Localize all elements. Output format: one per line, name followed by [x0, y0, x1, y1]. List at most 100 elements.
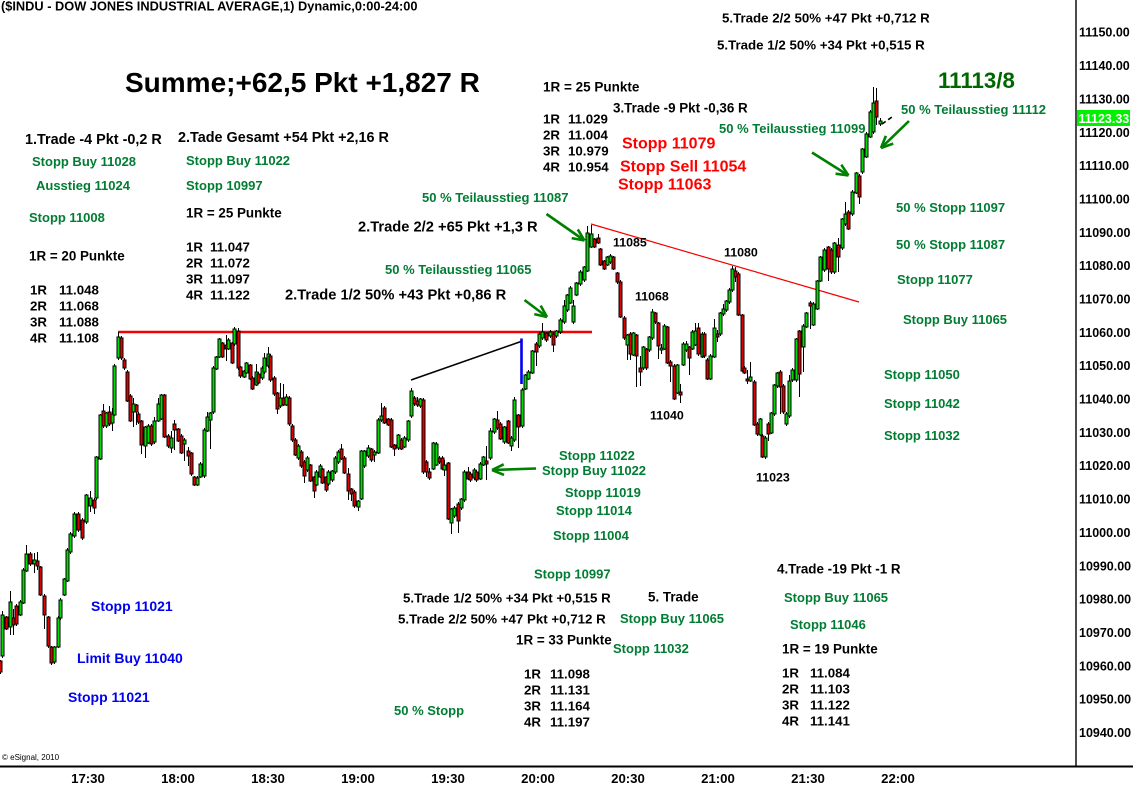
svg-text:11.068: 11.068 [59, 298, 99, 313]
svg-text:Stopp 10997: Stopp 10997 [534, 567, 611, 582]
svg-text:11020.00: 11020.00 [1079, 459, 1130, 473]
svg-text:4.Trade -19 Pkt -1 R: 4.Trade -19 Pkt -1 R [777, 562, 901, 577]
svg-text:11120.00: 11120.00 [1079, 126, 1130, 140]
svg-text:10980.00: 10980.00 [1079, 593, 1131, 607]
svg-text:50 % Teilausstieg 11099: 50 % Teilausstieg 11099 [719, 121, 865, 136]
svg-text:4R: 4R [543, 159, 560, 174]
svg-text:Stopp 11004: Stopp 11004 [553, 528, 630, 543]
svg-text:Stopp 10997: Stopp 10997 [186, 178, 263, 193]
svg-text:2R: 2R [543, 127, 560, 142]
svg-text:Limit Buy 11040: Limit Buy 11040 [77, 650, 183, 666]
svg-text:10.954: 10.954 [568, 159, 609, 174]
svg-text:11.141: 11.141 [810, 713, 851, 728]
svg-text:© eSignal, 2010: © eSignal, 2010 [2, 753, 60, 762]
svg-text:10990.00: 10990.00 [1079, 559, 1131, 573]
svg-text:1R = 25 Punkte: 1R = 25 Punkte [543, 80, 640, 95]
svg-text:1R: 1R [543, 111, 560, 126]
svg-text:11070.00: 11070.00 [1079, 293, 1130, 307]
svg-text:11.048: 11.048 [59, 282, 99, 297]
svg-text:22:00: 22:00 [881, 771, 915, 786]
svg-text:1R = 33 Punkte: 1R = 33 Punkte [516, 633, 612, 648]
svg-text:11.047: 11.047 [210, 239, 250, 254]
svg-text:18:00: 18:00 [161, 771, 195, 786]
svg-text:11113/8: 11113/8 [938, 68, 1015, 93]
svg-text:4R: 4R [30, 330, 47, 345]
svg-text:2.Tade Gesamt +54 Pkt +2,16 R: 2.Tade Gesamt +54 Pkt +2,16 R [178, 130, 390, 146]
svg-text:5.Trade 1/2 50% +34 Pkt +0,515: 5.Trade 1/2 50% +34 Pkt +0,515 R [403, 590, 611, 605]
svg-text:21:30: 21:30 [791, 771, 825, 786]
svg-text:1R: 1R [30, 282, 47, 297]
svg-text:11040.00: 11040.00 [1079, 393, 1130, 407]
svg-text:50 % Stopp 11097: 50 % Stopp 11097 [896, 200, 1005, 215]
svg-text:11.029: 11.029 [568, 111, 608, 126]
svg-text:2.Trade 2/2 +65 Pkt +1,3 R: 2.Trade 2/2 +65 Pkt +1,3 R [358, 220, 538, 236]
svg-text:Stopp 11019: Stopp 11019 [565, 485, 641, 500]
svg-text:2R: 2R [524, 682, 541, 697]
svg-text:11068: 11068 [635, 290, 669, 304]
svg-text:Stopp Buy 11028: Stopp Buy 11028 [32, 154, 136, 169]
svg-text:11.108: 11.108 [59, 330, 99, 345]
svg-text:11100.00: 11100.00 [1079, 192, 1130, 206]
svg-text:18:30: 18:30 [251, 771, 285, 786]
svg-text:Stopp 11079: Stopp 11079 [622, 136, 715, 153]
svg-text:50 % Stopp: 50 % Stopp [394, 703, 464, 718]
svg-text:10970.00: 10970.00 [1079, 626, 1131, 640]
svg-text:Stopp 11022: Stopp 11022 [559, 448, 635, 463]
svg-text:2.Trade 1/2 50% +43 Pkt +0,86: 2.Trade 1/2 50% +43 Pkt +0,86 R [285, 288, 507, 304]
svg-text:Stopp 11021: Stopp 11021 [91, 598, 173, 614]
svg-text:5.Trade 1/2 50% +34 Pkt +0,515: 5.Trade 1/2 50% +34 Pkt +0,515 R [717, 37, 925, 52]
svg-text:50 % Teilausstieg 11112: 50 % Teilausstieg 11112 [901, 102, 1046, 117]
svg-text:Stopp Buy 11065: Stopp Buy 11065 [903, 312, 1007, 327]
svg-text:2R: 2R [30, 298, 47, 313]
svg-text:2R: 2R [186, 255, 203, 270]
svg-text:3R: 3R [30, 314, 47, 329]
svg-text:11.072: 11.072 [210, 255, 250, 270]
svg-text:11.197: 11.197 [550, 714, 590, 729]
svg-text:11.122: 11.122 [810, 697, 850, 712]
svg-text:4R: 4R [782, 713, 799, 728]
svg-text:11123.33: 11123.33 [1079, 112, 1130, 126]
svg-text:11.164: 11.164 [550, 698, 591, 713]
svg-text:11060.00: 11060.00 [1079, 326, 1130, 340]
svg-text:11110.00: 11110.00 [1079, 159, 1129, 173]
svg-text:3R: 3R [186, 271, 203, 286]
svg-text:Stopp Sell 11054: Stopp Sell 11054 [620, 159, 746, 176]
svg-text:Stopp 11063: Stopp 11063 [618, 177, 711, 194]
svg-text:19:30: 19:30 [431, 771, 465, 786]
svg-text:19:00: 19:00 [341, 771, 375, 786]
svg-text:11.084: 11.084 [810, 665, 851, 680]
svg-text:1R = 20 Punkte: 1R = 20 Punkte [29, 249, 125, 264]
svg-text:3R: 3R [543, 143, 560, 158]
svg-text:5.Trade 2/2 50% +47 Pkt +0,712: 5.Trade 2/2 50% +47 Pkt +0,712 R [722, 10, 930, 25]
svg-text:Stopp Buy 11065: Stopp Buy 11065 [784, 590, 888, 605]
svg-text:50 % Teilausstieg 11065: 50 % Teilausstieg 11065 [385, 262, 531, 277]
svg-text:11040: 11040 [650, 409, 684, 423]
svg-text:1R: 1R [186, 239, 203, 254]
svg-text:10950.00: 10950.00 [1079, 693, 1131, 707]
svg-text:Stopp 11046: Stopp 11046 [790, 617, 866, 632]
svg-text:11.131: 11.131 [550, 682, 591, 697]
svg-text:11.098: 11.098 [550, 666, 590, 681]
svg-text:1R = 25 Punkte: 1R = 25 Punkte [186, 206, 282, 221]
svg-text:11.122: 11.122 [210, 287, 250, 302]
svg-text:Stopp 11021: Stopp 11021 [68, 689, 150, 705]
svg-text:50 % Teilausstieg 11087: 50 % Teilausstieg 11087 [422, 190, 568, 205]
svg-text:1R: 1R [782, 665, 799, 680]
svg-text:10960.00: 10960.00 [1079, 659, 1131, 673]
svg-text:Stopp Buy 11022: Stopp Buy 11022 [186, 153, 290, 168]
svg-text:20:00: 20:00 [521, 771, 555, 786]
svg-text:Stopp 11008: Stopp 11008 [29, 210, 105, 225]
svg-text:Ausstieg 11024: Ausstieg 11024 [36, 178, 131, 193]
svg-text:3R: 3R [524, 698, 541, 713]
svg-text:Stopp Buy 11065: Stopp Buy 11065 [620, 611, 724, 626]
svg-text:11150.00: 11150.00 [1079, 26, 1130, 40]
svg-text:Stopp 11042: Stopp 11042 [884, 396, 960, 411]
svg-text:11010.00: 11010.00 [1079, 493, 1130, 507]
svg-text:10940.00: 10940.00 [1079, 726, 1131, 740]
svg-text:Stopp 11014: Stopp 11014 [556, 503, 633, 518]
svg-text:21:00: 21:00 [701, 771, 735, 786]
svg-text:11023: 11023 [756, 471, 790, 485]
svg-text:11080.00: 11080.00 [1079, 259, 1130, 273]
svg-text:4R: 4R [186, 287, 203, 302]
svg-text:11090.00: 11090.00 [1079, 226, 1130, 240]
